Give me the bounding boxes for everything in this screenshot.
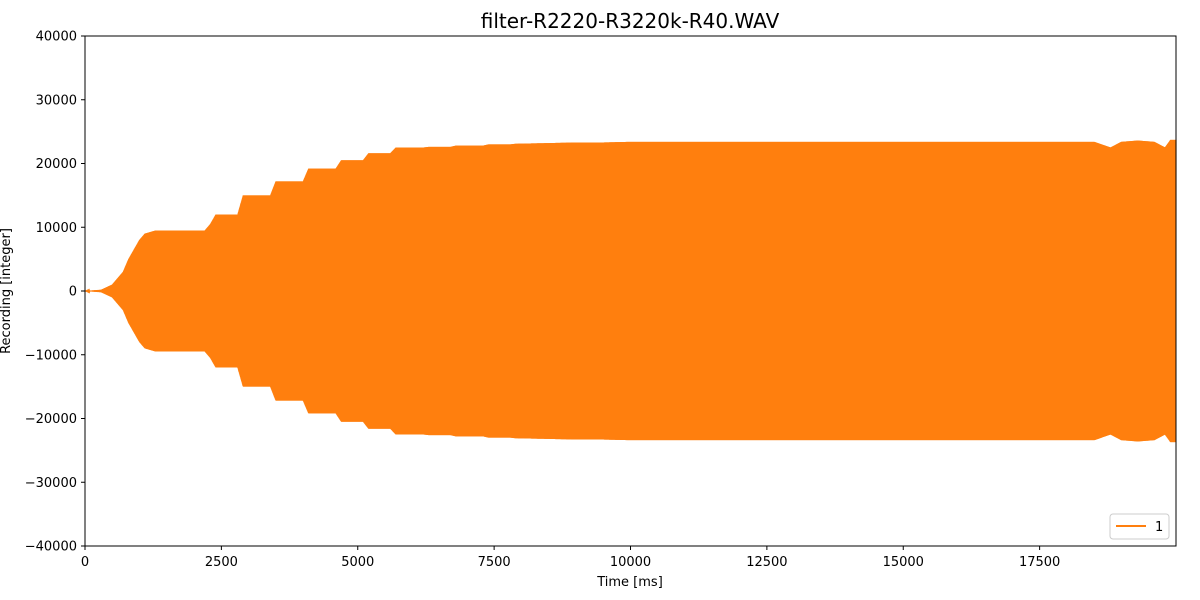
- x-tick-label: 2500: [205, 555, 238, 570]
- x-tick-label: 17500: [1019, 555, 1060, 570]
- plot-area: [84, 35, 1177, 547]
- x-tick-label: 15000: [883, 555, 924, 570]
- y-tick-label: −10000: [25, 348, 77, 363]
- x-tick-label: 0: [81, 555, 89, 570]
- y-tick-label: 0: [69, 285, 77, 300]
- series-1-line: [84, 139, 1177, 443]
- y-tick-label: −20000: [25, 412, 77, 427]
- y-tick-label: 10000: [36, 221, 77, 236]
- legend-label-1: 1: [1155, 520, 1163, 535]
- x-tick-label: 10000: [610, 555, 651, 570]
- signal-layer: [84, 139, 1177, 443]
- legend: 1: [1109, 513, 1170, 540]
- y-tick-label: 30000: [36, 93, 77, 108]
- y-tick-label: −40000: [25, 540, 77, 555]
- x-tick-label: 5000: [341, 555, 374, 570]
- x-tick-label: 7500: [478, 555, 511, 570]
- x-axis-label: Time [ms]: [596, 575, 663, 590]
- y-tick-label: 20000: [36, 157, 77, 172]
- y-axis: −40000 −30000 −20000 −10000 0 10000 20000 30000…: [25, 30, 85, 555]
- chart-title: filter-R2220-R3220k-R40.WAV: [481, 9, 780, 33]
- y-tick-label: −30000: [25, 476, 77, 491]
- x-tick-label: 12500: [746, 555, 787, 570]
- y-axis-label: Recording [integer]: [0, 228, 14, 354]
- x-axis: 0 2500 5000 7500 10000 12500 15000 17500: [81, 546, 1060, 570]
- y-tick-label: 40000: [36, 30, 77, 45]
